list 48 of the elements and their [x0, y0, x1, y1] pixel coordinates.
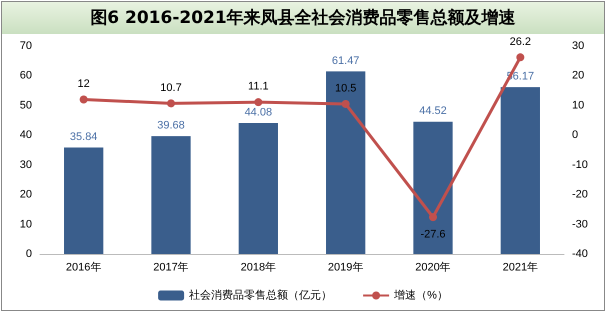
data-label: 35.84 [70, 131, 98, 144]
y2-tick-label: -40 [572, 248, 588, 260]
data-label: 10.5 [334, 82, 356, 94]
point [167, 99, 175, 108]
x-tick-label: 2020年 [415, 262, 451, 274]
chart-title: 图6 2016-2021年来凤县全社会消费品零售总额及增速 [2, 2, 604, 34]
y2-tick-label: 10 [572, 99, 584, 112]
y-tick-label: 10 [20, 218, 32, 230]
y2-tick-label: 30 [572, 40, 584, 52]
x-tick-label: 2016年 [66, 262, 102, 274]
y2-tick-label: 20 [572, 70, 584, 82]
y2-tick-label: -30 [572, 218, 588, 230]
x-tick-label: 2019年 [328, 262, 364, 274]
x-tick-label: 2018年 [240, 262, 276, 274]
bar [238, 123, 278, 254]
y-tick-label: 30 [20, 158, 32, 171]
bar [413, 122, 453, 254]
data-label: 44.08 [244, 106, 272, 119]
point [429, 213, 437, 222]
y-tick-label: 50 [20, 99, 32, 112]
y2-tick-label: 0 [572, 129, 578, 142]
data-label: 12 [78, 78, 90, 90]
data-label: -27.6 [420, 228, 446, 241]
point [80, 95, 88, 104]
point [342, 100, 350, 108]
y-tick-label: 0 [26, 248, 32, 260]
bar [326, 71, 366, 254]
y2-tick-label: -10 [572, 158, 588, 171]
bar [500, 87, 540, 254]
legend-label: 增速（%） [393, 288, 448, 302]
data-label: 26.2 [510, 36, 532, 48]
data-label: 61.47 [332, 54, 360, 67]
x-tick-label: 2017年 [153, 262, 189, 274]
legend-label: 社会消费品零售总额（亿元） [189, 288, 332, 302]
point [516, 53, 524, 62]
y2-tick-label: -20 [572, 188, 588, 201]
data-label: 44.52 [419, 105, 447, 118]
x-tick-label: 2021年 [502, 262, 538, 274]
bar [151, 136, 191, 254]
bar [64, 148, 104, 254]
y-tick-label: 40 [20, 129, 32, 142]
data-label: 10.7 [160, 82, 182, 94]
data-label: 11.1 [248, 80, 269, 93]
point [254, 98, 262, 106]
y-tick-label: 70 [20, 40, 32, 52]
y-tick-label: 20 [20, 188, 32, 201]
data-label: 39.68 [157, 120, 185, 132]
y-tick-label: 60 [20, 70, 32, 82]
